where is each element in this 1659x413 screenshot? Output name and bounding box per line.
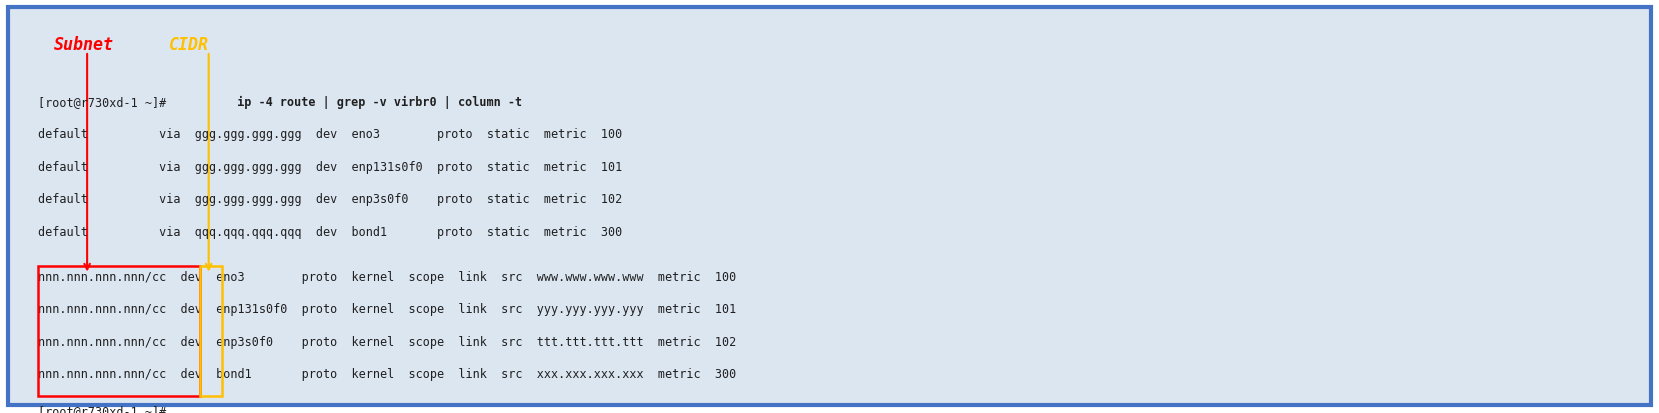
Text: default          via  qqq.qqq.qqq.qqq  dev  bond1       proto  static  metric  3: default via qqq.qqq.qqq.qqq dev bond1 pr… (38, 225, 622, 238)
Text: CIDR: CIDR (169, 36, 209, 54)
Text: default          via  ggg.ggg.ggg.ggg  dev  eno3        proto  static  metric  1: default via ggg.ggg.ggg.ggg dev eno3 pro… (38, 128, 622, 141)
Text: [root@r730xd-1 ~]#: [root@r730xd-1 ~]# (38, 404, 166, 413)
Text: nnn.nnn.nnn.nnn/cc  dev  eno3        proto  kernel  scope  link  src  www.www.ww: nnn.nnn.nnn.nnn/cc dev eno3 proto kernel… (38, 270, 737, 283)
Text: Subnet: Subnet (55, 36, 114, 54)
FancyBboxPatch shape (8, 8, 1651, 405)
Text: [root@r730xd-1 ~]#: [root@r730xd-1 ~]# (38, 95, 166, 109)
Bar (38, 266, 201, 396)
Bar (201, 266, 222, 396)
Text: nnn.nnn.nnn.nnn/cc  dev  enp3s0f0    proto  kernel  scope  link  src  ttt.ttt.tt: nnn.nnn.nnn.nnn/cc dev enp3s0f0 proto ke… (38, 335, 737, 348)
Text: default          via  ggg.ggg.ggg.ggg  dev  enp3s0f0    proto  static  metric  1: default via ggg.ggg.ggg.ggg dev enp3s0f0… (38, 193, 622, 206)
Text: default          via  ggg.ggg.ggg.ggg  dev  enp131s0f0  proto  static  metric  1: default via ggg.ggg.ggg.ggg dev enp131s0… (38, 161, 622, 173)
Text: nnn.nnn.nnn.nnn/cc  dev  bond1       proto  kernel  scope  link  src  xxx.xxx.xx: nnn.nnn.nnn.nnn/cc dev bond1 proto kerne… (38, 368, 737, 380)
Text: nnn.nnn.nnn.nnn/cc  dev  enp131s0f0  proto  kernel  scope  link  src  yyy.yyy.yy: nnn.nnn.nnn.nnn/cc dev enp131s0f0 proto … (38, 302, 737, 316)
Text: ip -4 route | grep -v virbr0 | column -t: ip -4 route | grep -v virbr0 | column -t (231, 95, 523, 109)
